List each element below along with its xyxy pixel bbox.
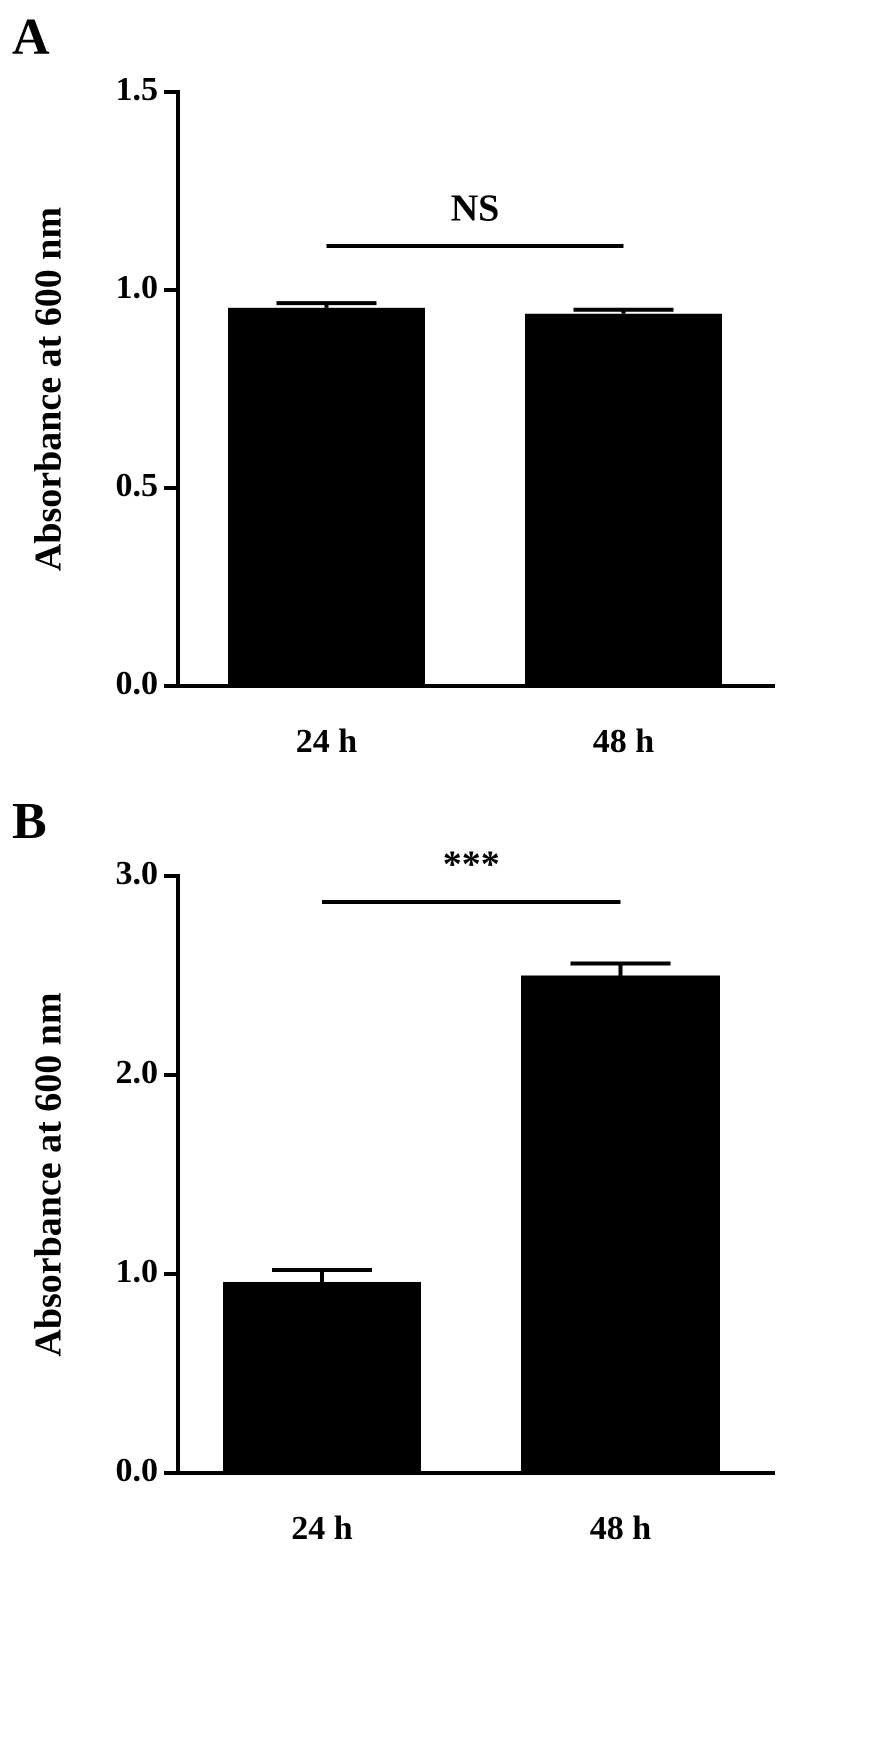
bar: [223, 1281, 421, 1473]
significance-label: NS: [451, 188, 500, 230]
bar: [525, 313, 722, 686]
y-axis-label: Absorbance at 600 nm: [28, 992, 70, 1356]
y-tick-label: 1.0: [116, 1253, 159, 1290]
x-tick-label: 48 h: [593, 723, 655, 760]
panel-label: B: [12, 793, 47, 850]
bar: [521, 975, 720, 1473]
y-tick-label: 1.5: [116, 71, 159, 108]
y-tick-label: 1.0: [116, 269, 159, 306]
x-tick-label: 24 h: [296, 723, 358, 760]
y-tick-label: 0.0: [116, 1452, 159, 1489]
y-tick-label: 0.0: [116, 665, 159, 702]
y-tick-label: 2.0: [116, 1054, 159, 1091]
panel-label: A: [12, 9, 50, 66]
bar: [228, 307, 425, 686]
significance-label: ***: [443, 844, 500, 886]
y-tick-label: 3.0: [116, 855, 159, 892]
x-tick-label: 48 h: [590, 1510, 652, 1547]
y-axis-label: Absorbance at 600 nm: [28, 207, 70, 571]
y-tick-label: 0.5: [116, 467, 159, 504]
x-tick-label: 24 h: [291, 1510, 353, 1547]
